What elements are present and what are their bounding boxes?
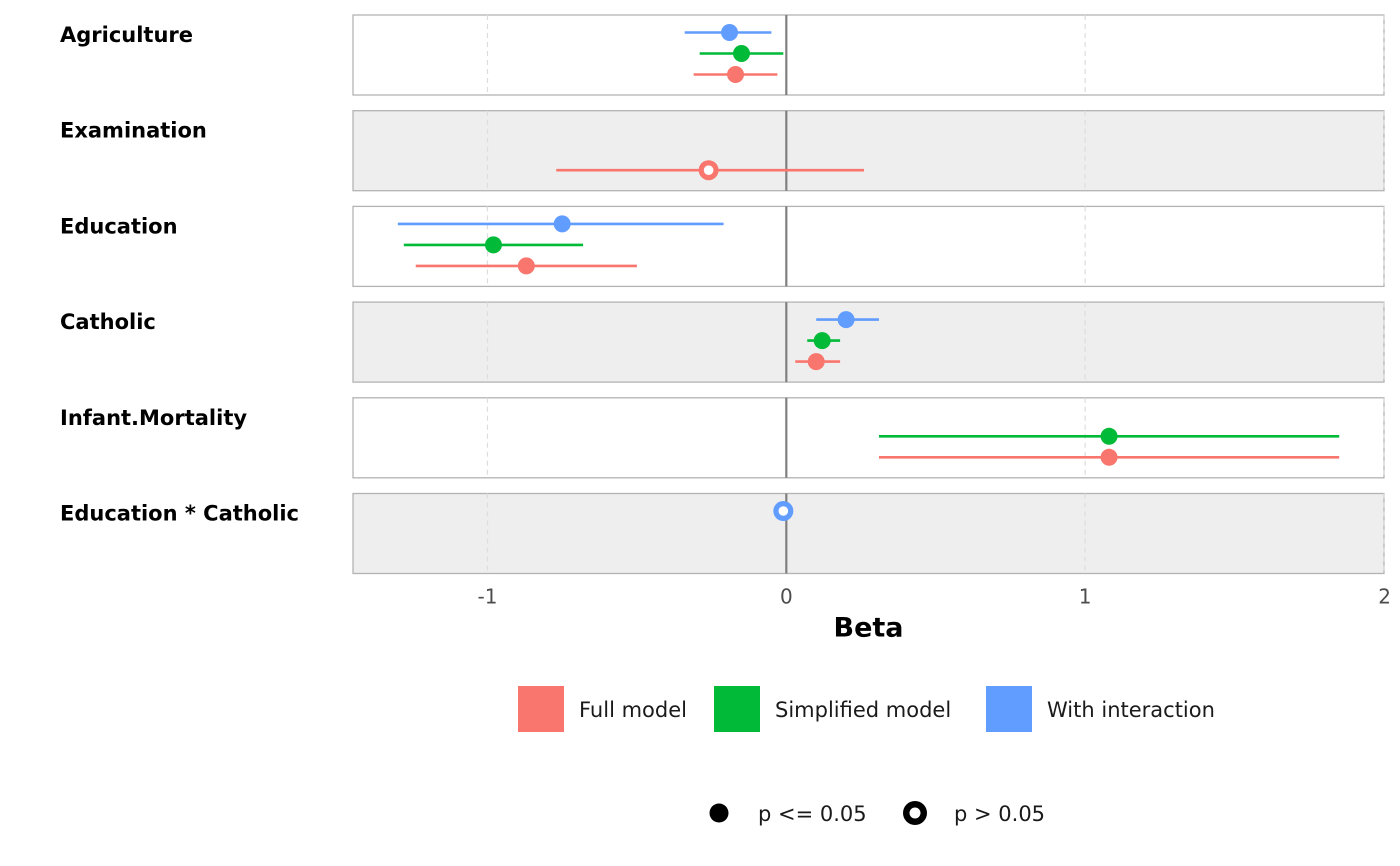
row-panel-agriculture: [352, 14, 1385, 96]
panel-background: [352, 492, 1385, 575]
estimate-point-simplified-model: [732, 45, 750, 62]
row-label-agriculture: Agriculture: [60, 23, 193, 47]
row-label-examination: Examination: [60, 119, 207, 143]
estimate-point-hole: [703, 165, 714, 175]
panel-background: [352, 14, 1385, 96]
panel-background: [352, 205, 1385, 288]
legend-significance-filled: p <= 0.05: [709, 802, 867, 826]
legend-significance-label: p > 0.05: [954, 802, 1045, 826]
row-label-education-catholic: Education * Catholic: [60, 502, 299, 526]
legend-label: With interaction: [1047, 698, 1215, 722]
legend-item-full-model: Full model: [518, 686, 687, 732]
legend-swatch: [986, 686, 1032, 732]
panel-background: [352, 397, 1385, 479]
x-axis-title: Beta: [833, 613, 903, 644]
x-tick-label: -1: [478, 585, 498, 609]
estimate-point-with-interaction: [721, 24, 739, 41]
estimate-point-full-model: [727, 66, 745, 83]
legend-label: Full model: [579, 698, 687, 722]
row-label-catholic: Catholic: [60, 310, 156, 334]
legend-item-with-interaction: With interaction: [986, 686, 1215, 732]
estimate-point-with-interaction: [553, 215, 571, 233]
estimate-point-simplified-model: [484, 236, 502, 254]
legend-label: Simplified model: [775, 698, 951, 722]
x-tick-label: 0: [780, 585, 793, 609]
legend-hollow-dot-hole: [909, 807, 921, 819]
row-panel-infant-mortality: [352, 397, 1385, 479]
legend-swatch: [518, 686, 564, 732]
x-tick-label: 1: [1079, 585, 1092, 609]
x-tick-label: 2: [1378, 585, 1391, 609]
row-label-education: Education: [60, 214, 178, 238]
panel-background: [352, 301, 1385, 383]
estimate-point-hole: [778, 506, 789, 516]
estimate-point-full-model: [517, 257, 535, 275]
legend-item-simplified-model: Simplified model: [714, 686, 951, 732]
estimate-point-full-model: [1100, 448, 1118, 466]
row-panel-education-catholic: [352, 492, 1385, 575]
legend-filled-dot: [709, 803, 729, 823]
estimate-point-full-model: [807, 353, 825, 371]
row-label-infant-mortality: Infant.Mortality: [60, 406, 247, 430]
legend-significance-hollow: p > 0.05: [903, 801, 1045, 826]
row-panel-education: [352, 205, 1385, 288]
estimate-point-simplified-model: [1100, 427, 1118, 445]
panel-background: [352, 110, 1385, 192]
estimate-point-simplified-model: [813, 332, 831, 350]
estimate-point-with-interaction: [837, 311, 855, 329]
legend-swatch: [714, 686, 760, 732]
legend-significance-label: p <= 0.05: [758, 802, 867, 826]
row-panel-examination: [352, 110, 1385, 192]
row-panel-catholic: [352, 301, 1385, 383]
